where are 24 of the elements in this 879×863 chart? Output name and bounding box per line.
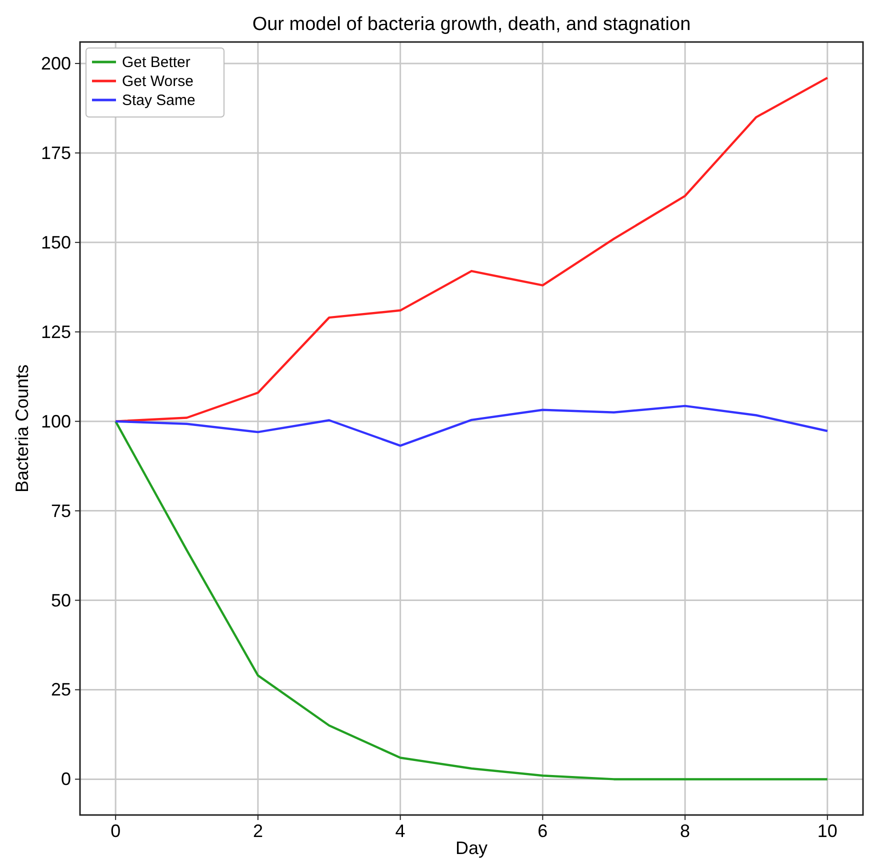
- y-tick-label: 150: [40, 232, 71, 252]
- y-tick-label: 125: [40, 322, 71, 342]
- y-tick-label: 0: [60, 769, 71, 790]
- x-tick-label: 2: [252, 821, 263, 841]
- chart-title: Our model of bacteria growth, death, and stagnation: [252, 14, 691, 35]
- x-tick-label: 4: [395, 821, 406, 841]
- x-tick-label: 6: [538, 821, 548, 841]
- y-tick-label: 75: [50, 500, 71, 521]
- y-tick-label: 25: [50, 680, 71, 700]
- y-axis-title: Bacteria Counts: [12, 364, 32, 493]
- y-tick-label: 200: [40, 53, 71, 74]
- y-tick-label: 175: [40, 142, 71, 163]
- line-series: [114, 420, 829, 780]
- x-tick-label: 8: [680, 821, 690, 841]
- line-series: [114, 404, 829, 447]
- line-series: [114, 76, 829, 422]
- legend-label: Get Better: [122, 54, 190, 71]
- y-tick-label: 50: [50, 590, 71, 610]
- y-tick-label: 100: [40, 411, 71, 432]
- legend-label: Get Worse: [122, 73, 194, 90]
- x-tick-label: 0: [110, 821, 121, 841]
- x-axis-title: Day: [455, 838, 488, 858]
- x-tick-label: 10: [817, 821, 838, 841]
- legend-label: Stay Same: [122, 92, 196, 109]
